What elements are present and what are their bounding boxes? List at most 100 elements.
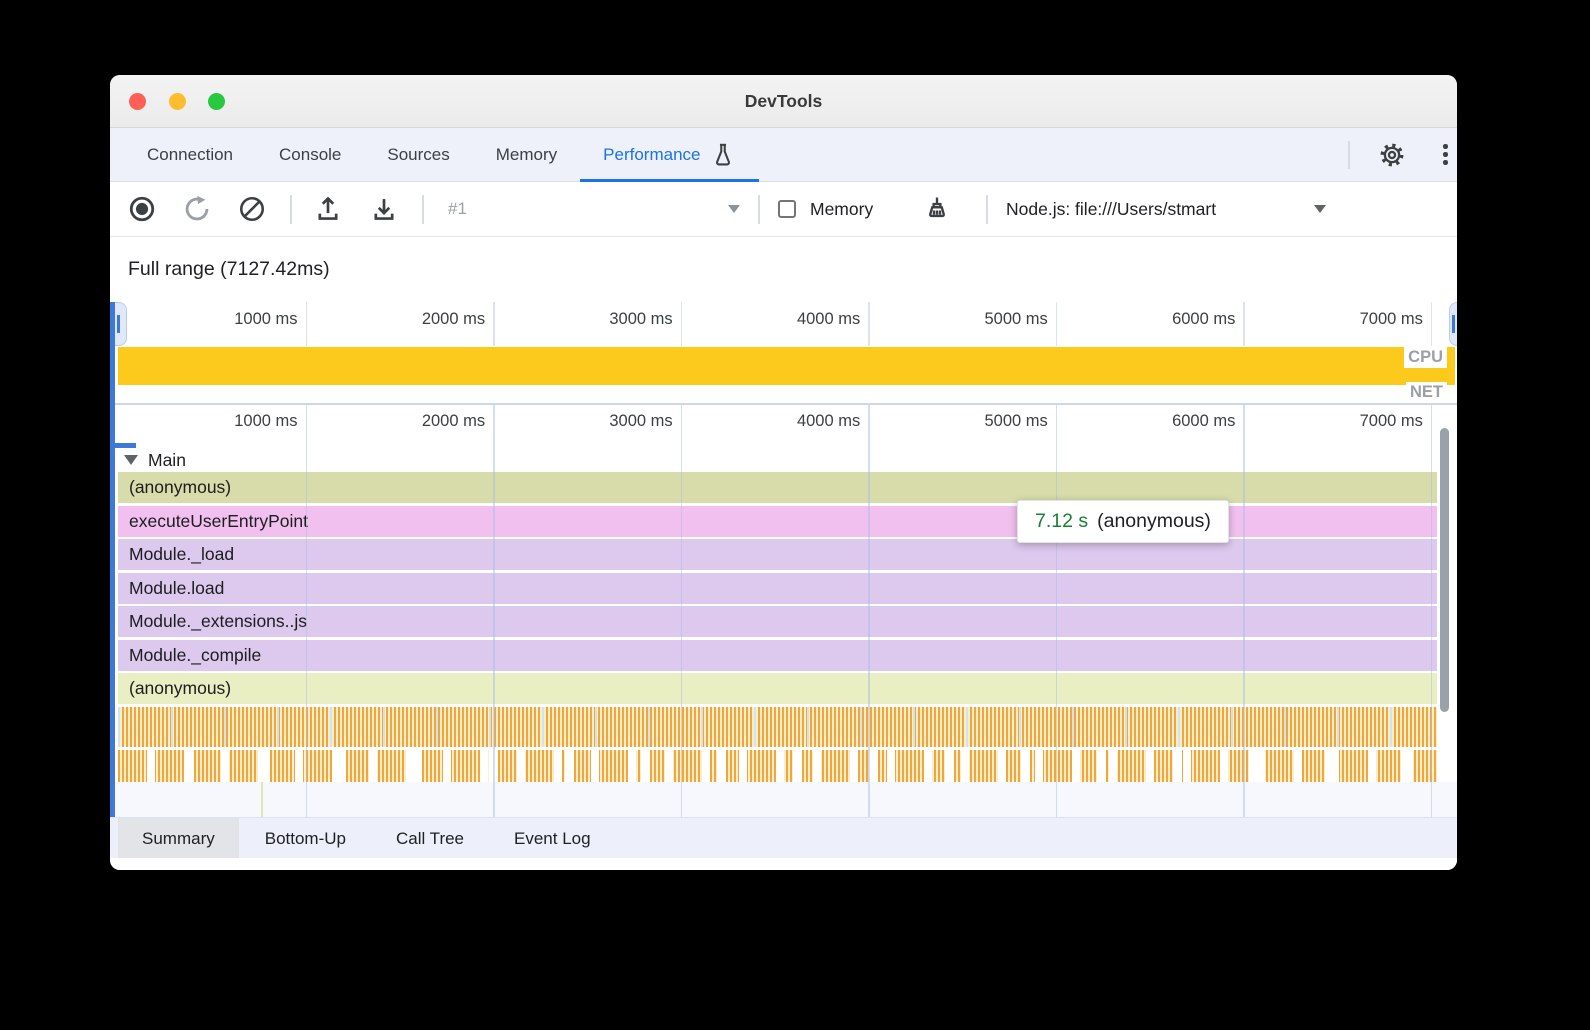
overview-tick-label: 6000 ms (1172, 310, 1236, 328)
devtools-window: DevTools Connection Console Sources Memory P… (110, 75, 1457, 870)
main-track-label: Main (148, 449, 186, 470)
history-select[interactable]: #1 (448, 195, 467, 223)
record-icon (128, 195, 156, 223)
minimize-button[interactable] (169, 93, 186, 110)
tab-label: Console (279, 145, 342, 164)
more-options-button[interactable] (1443, 144, 1448, 168)
window-title: DevTools (744, 91, 823, 111)
flame-bar-executeuserentrypoint[interactable]: executeUserEntryPoint (118, 505, 1437, 537)
target-select[interactable]: Node.js: file:///Users/stmart (1006, 195, 1216, 223)
overview-tick-line (1243, 302, 1245, 346)
flame-bar-label: Module._compile (129, 644, 262, 665)
overview-right-handle[interactable] (1449, 302, 1457, 346)
gridline (305, 405, 308, 817)
record-button[interactable] (128, 195, 156, 223)
memory-checkbox-label[interactable]: Memory (810, 198, 874, 219)
cpu-track-label: CPU (1404, 347, 1447, 368)
activity-band-lower[interactable] (118, 750, 1437, 782)
top-tab-strip: Connection Console Sources Memory Performanc… (124, 128, 759, 182)
history-selected-value: #1 (448, 199, 467, 218)
flame-bar-module-load[interactable]: Module.load (118, 572, 1437, 604)
main-track-header[interactable]: Main (124, 447, 186, 473)
overview-tick-label: 3000 ms (609, 310, 673, 328)
flame-bar-anonymous[interactable]: (anonymous) (118, 673, 1437, 704)
cpu-activity-bar[interactable] (118, 347, 1455, 385)
gear-icon (1378, 141, 1406, 169)
flame-bar-module-compile[interactable]: Module._compile (118, 639, 1437, 671)
flame-bar-label: (anonymous) (129, 678, 232, 698)
flame-bar-module-extensions-js[interactable]: Module._extensions..js (118, 606, 1437, 637)
overview-tick-label: 4000 ms (796, 310, 861, 328)
memory-checkbox[interactable] (778, 195, 796, 223)
target-dropdown-arrow[interactable] (1314, 195, 1326, 223)
tab-connection[interactable]: Connection (124, 128, 256, 182)
gridline (680, 405, 683, 817)
checkbox-icon (778, 200, 796, 218)
tab-label: Connection (147, 145, 234, 164)
tooltip-function-name: (anonymous) (1097, 510, 1211, 532)
gridline (1243, 405, 1245, 817)
flame-tick-label: 3000 ms (609, 412, 673, 430)
vertical-scrollbar[interactable] (1440, 428, 1449, 712)
collect-garbage-button[interactable] (922, 195, 952, 223)
overview-tick-line (680, 302, 683, 346)
overview-tick-label: 1000 ms (234, 310, 298, 328)
flame-tick-label: 4000 ms (796, 412, 861, 430)
settings-button[interactable] (1378, 141, 1406, 169)
collapse-triangle-icon (124, 455, 138, 465)
overview-divider (110, 403, 1457, 405)
flame-bar-label: (anonymous) (129, 477, 232, 497)
track-selection-corner (115, 443, 136, 448)
block-icon (238, 195, 266, 223)
details-tab-bottom-up[interactable]: Bottom-Up (264, 829, 346, 848)
flame-bar-label: Module._load (129, 544, 235, 564)
tab-sources[interactable]: Sources (364, 128, 472, 182)
tab-label: Memory (495, 145, 558, 164)
tab-label: Performance (603, 145, 701, 164)
broom-icon (922, 194, 952, 224)
flame-empty-area (110, 782, 1457, 817)
save-profile-button[interactable] (370, 195, 398, 223)
activity-band-upper[interactable] (118, 707, 1437, 747)
gridline (868, 405, 870, 817)
flame-tick-label: 1000 ms (234, 412, 298, 430)
flame-bar-module-load[interactable]: Module._load (118, 539, 1437, 570)
flame-bar-label: Module.load (129, 577, 225, 598)
overview-tick-line (305, 302, 308, 346)
upload-icon (314, 195, 342, 223)
tab-label: Sources (387, 145, 450, 164)
flame-tick-label: 7000 ms (1359, 412, 1423, 430)
bottom-strip (110, 858, 1457, 870)
history-dropdown-arrow[interactable] (728, 195, 740, 223)
overview-tick-label: 2000 ms (421, 310, 486, 328)
clear-button[interactable] (238, 195, 266, 223)
overview-tick-label: 5000 ms (984, 310, 1048, 328)
gridline (493, 405, 495, 817)
flame-bar-anonymous[interactable]: (anonymous) (118, 472, 1437, 503)
reload-and-record-button[interactable] (183, 195, 211, 223)
flame-tick-label: 6000 ms (1172, 412, 1236, 430)
tab-performance[interactable]: Performance (580, 128, 759, 182)
kebab-menu-icon (1443, 144, 1448, 149)
overview-tick-line (493, 302, 495, 346)
details-tab-event-log[interactable]: Event Log (514, 829, 591, 848)
overview-tick-line (1055, 302, 1058, 346)
tooltip-duration: 7.12 s (1035, 510, 1089, 532)
download-icon (370, 195, 398, 223)
details-tab-summary[interactable]: Summary (118, 818, 239, 859)
details-tab-call-tree[interactable]: Call Tree (395, 829, 465, 848)
details-tab-bar: Summary Bottom-Up Call Tree Event Log (110, 817, 1457, 859)
net-track-label: NET (1406, 382, 1447, 403)
tab-console[interactable]: Console (256, 128, 364, 182)
close-button[interactable] (129, 93, 146, 110)
target-selected-value: Node.js: file:///Users/stmart (1006, 198, 1217, 219)
flame-bar-label: Module._extensions..js (129, 611, 308, 631)
activity-sliver (261, 782, 263, 817)
performance-toolbar: #1 Memory Node.js: file:///Users/stmar (110, 182, 1457, 237)
reload-icon (183, 195, 211, 223)
title-bar: DevTools (110, 75, 1457, 128)
zoom-button[interactable] (208, 93, 225, 110)
full-range-label: Full range (7127.42ms) (128, 258, 330, 280)
load-profile-button[interactable] (314, 195, 342, 223)
tab-memory[interactable]: Memory (473, 128, 580, 182)
